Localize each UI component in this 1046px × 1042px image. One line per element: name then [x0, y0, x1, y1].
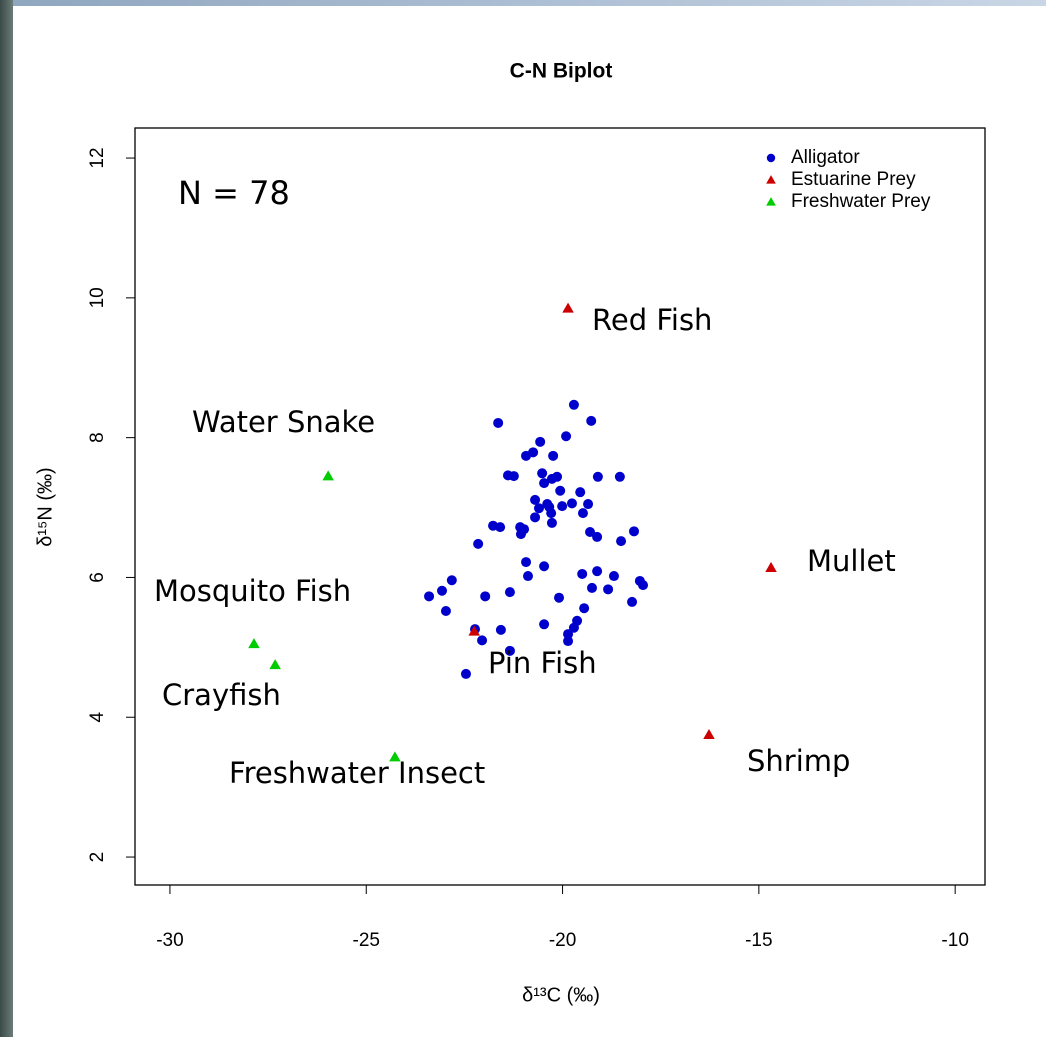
point: [569, 400, 579, 410]
point: [554, 593, 564, 603]
point: [534, 503, 544, 513]
point: [480, 591, 490, 601]
point: [563, 636, 573, 646]
y-tick-label: 12: [87, 147, 108, 168]
x-tick-label: -20: [549, 930, 576, 951]
point: [583, 499, 593, 509]
point: [322, 470, 334, 480]
y-tick-label: 2: [87, 852, 108, 863]
point: [437, 586, 447, 596]
point: [561, 431, 571, 441]
point: [539, 619, 549, 629]
point: [523, 571, 533, 581]
annotation: Shrimp: [747, 744, 850, 778]
point: [424, 591, 434, 601]
legend-marker: [767, 154, 775, 162]
point: [578, 508, 588, 518]
y-axis-label: δ¹⁵N (‰): [34, 467, 56, 546]
point: [555, 486, 565, 496]
point: [495, 522, 505, 532]
legend-marker: [766, 175, 776, 183]
annotation: Pin Fish: [488, 646, 597, 680]
annotation: N = 78: [178, 174, 290, 212]
point: [546, 508, 556, 518]
x-tick-label: -25: [353, 930, 380, 951]
point: [548, 451, 558, 461]
point: [461, 669, 471, 679]
point: [519, 524, 529, 534]
annotation: Freshwater Insect: [229, 756, 485, 790]
point: [447, 575, 457, 585]
top-strip: [0, 0, 1046, 6]
point: [535, 437, 545, 447]
point: [575, 487, 585, 497]
point: [248, 638, 259, 648]
x-tick-label: -30: [156, 930, 183, 951]
point: [509, 471, 519, 481]
chart-title: C-N Biplot: [510, 60, 613, 83]
y-tick-label: 6: [87, 572, 108, 583]
point: [765, 562, 777, 572]
point: [521, 451, 531, 461]
point: [616, 536, 626, 546]
annotation: Water Snake: [192, 405, 375, 439]
point: [441, 606, 451, 616]
legend-label: Alligator: [791, 147, 860, 168]
point: [539, 478, 549, 488]
point: [562, 303, 574, 313]
point: [577, 569, 587, 579]
point: [473, 539, 483, 549]
x-tick-label: -10: [941, 930, 968, 951]
point: [603, 584, 613, 594]
point: [579, 603, 589, 613]
point: [547, 518, 557, 528]
point: [539, 561, 549, 571]
x-axis-label: δ¹³C (‰): [522, 984, 600, 1006]
chart: C-N Biplot δ¹³C (‰) δ¹⁵N (‰) -30 -25 -20 -1…: [0, 0, 1046, 1037]
point: [609, 571, 619, 581]
x-tick-label: -15: [745, 930, 772, 951]
annotation: Mosquito Fish: [154, 574, 351, 608]
annotation: Mullet: [807, 544, 896, 578]
point: [493, 418, 503, 428]
y-tick-label: 10: [87, 287, 108, 308]
page: {"chart_data": {"type": "scatter", "titl…: [0, 0, 1046, 1037]
point: [629, 526, 639, 536]
point: [505, 587, 515, 597]
point: [627, 597, 637, 607]
point: [537, 468, 547, 478]
annotation: Red Fish: [592, 303, 712, 337]
point: [567, 498, 577, 508]
y-tick-label: 4: [87, 712, 108, 723]
y-tick-label: 8: [87, 432, 108, 443]
point: [477, 635, 487, 645]
point: [496, 625, 506, 635]
legend-label: Estuarine Prey: [791, 169, 916, 190]
point: [530, 512, 540, 522]
point: [521, 557, 531, 567]
point: [703, 729, 715, 739]
point: [592, 532, 602, 542]
point: [557, 501, 567, 511]
point: [615, 472, 625, 482]
legend-marker: [766, 197, 776, 205]
point: [587, 583, 597, 593]
point: [593, 472, 603, 482]
point: [638, 580, 648, 590]
annotation: Crayfish: [162, 678, 281, 712]
point: [586, 416, 596, 426]
legend-label: Freshwater Prey: [791, 191, 931, 212]
left-strip: [0, 0, 13, 1037]
point: [592, 566, 602, 576]
point: [269, 659, 281, 669]
